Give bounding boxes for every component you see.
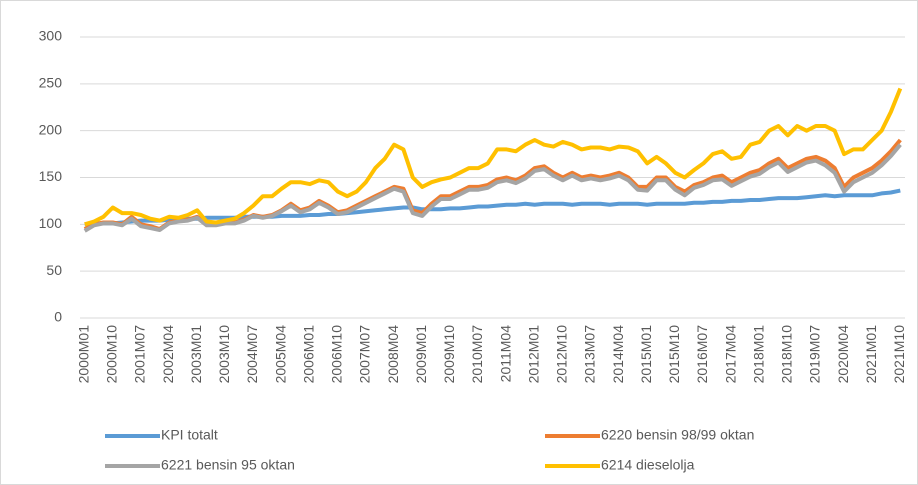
x-tick-label: 2021M10 [891, 325, 907, 384]
x-tick-label: 2021M01 [863, 325, 879, 384]
x-tick-label: 2007M07 [357, 325, 373, 384]
y-tick-label: 0 [54, 309, 62, 325]
y-tick-label: 200 [39, 121, 63, 137]
x-tick-label: 2003M01 [188, 325, 204, 384]
x-tick-label: 2006M01 [300, 325, 316, 384]
x-tick-label: 2018M10 [779, 325, 795, 384]
x-tick-label: 2002M04 [160, 325, 176, 384]
x-tick-label: 2012M01 [525, 325, 541, 384]
series-line [83, 143, 902, 233]
x-tick-label: 2001M07 [132, 325, 148, 384]
x-tick-label: 2009M01 [413, 325, 429, 384]
x-tick-label: 2015M01 [638, 325, 654, 384]
x-tick-label: 2017M04 [722, 325, 738, 384]
x-tick-label: 2008M04 [385, 325, 401, 384]
y-tick-label: 250 [39, 75, 63, 91]
x-tick-label: 2010M07 [469, 325, 485, 384]
x-tick-label: 2000M01 [75, 325, 91, 384]
x-tick-label: 2016M07 [694, 325, 710, 384]
y-tick-label: 50 [46, 262, 62, 278]
y-tick-label: 100 [39, 215, 63, 231]
legend-label: 6220 bensin 98/99 oktan [601, 427, 754, 443]
legend-label: 6221 bensin 95 oktan [161, 457, 295, 473]
legend-label: 6214 dieselolja [601, 457, 695, 473]
x-tick-label: 2020M04 [835, 325, 851, 384]
x-tick-label: 2018M01 [750, 325, 766, 384]
x-tick-label: 2006M10 [329, 325, 345, 384]
series-line [84, 87, 903, 227]
x-tick-label: 2011M04 [497, 325, 513, 383]
x-tick-label: 2013M07 [582, 325, 598, 384]
x-tick-label: 2000M10 [104, 325, 120, 384]
x-tick-label: 2015M10 [666, 325, 682, 384]
x-tick-label: 2014M04 [610, 325, 626, 384]
legend-label: KPI totalt [161, 427, 218, 443]
y-tick-label: 150 [39, 168, 63, 184]
x-tick-label: 2003M10 [216, 325, 232, 384]
series-line [84, 188, 901, 227]
x-tick-label: 2009M10 [441, 325, 457, 384]
x-tick-label: 2019M07 [807, 325, 823, 384]
x-tick-label: 2012M10 [554, 325, 570, 384]
x-tick-label: 2005M04 [272, 325, 288, 384]
y-tick-label: 300 [39, 28, 63, 44]
x-tick-label: 2004M07 [244, 325, 260, 384]
